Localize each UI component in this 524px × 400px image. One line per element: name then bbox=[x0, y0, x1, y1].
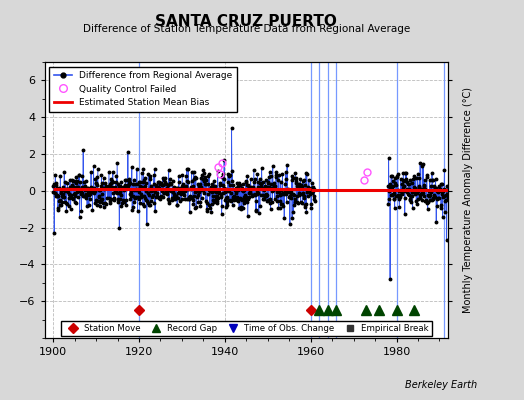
Text: Difference of Station Temperature Data from Regional Average: Difference of Station Temperature Data f… bbox=[83, 24, 410, 34]
Y-axis label: Monthly Temperature Anomaly Difference (°C): Monthly Temperature Anomaly Difference (… bbox=[463, 87, 473, 313]
Text: Berkeley Earth: Berkeley Earth bbox=[405, 380, 477, 390]
Text: SANTA CRUZ PUERTO: SANTA CRUZ PUERTO bbox=[155, 14, 337, 29]
Legend: Station Move, Record Gap, Time of Obs. Change, Empirical Break: Station Move, Record Gap, Time of Obs. C… bbox=[61, 320, 432, 336]
